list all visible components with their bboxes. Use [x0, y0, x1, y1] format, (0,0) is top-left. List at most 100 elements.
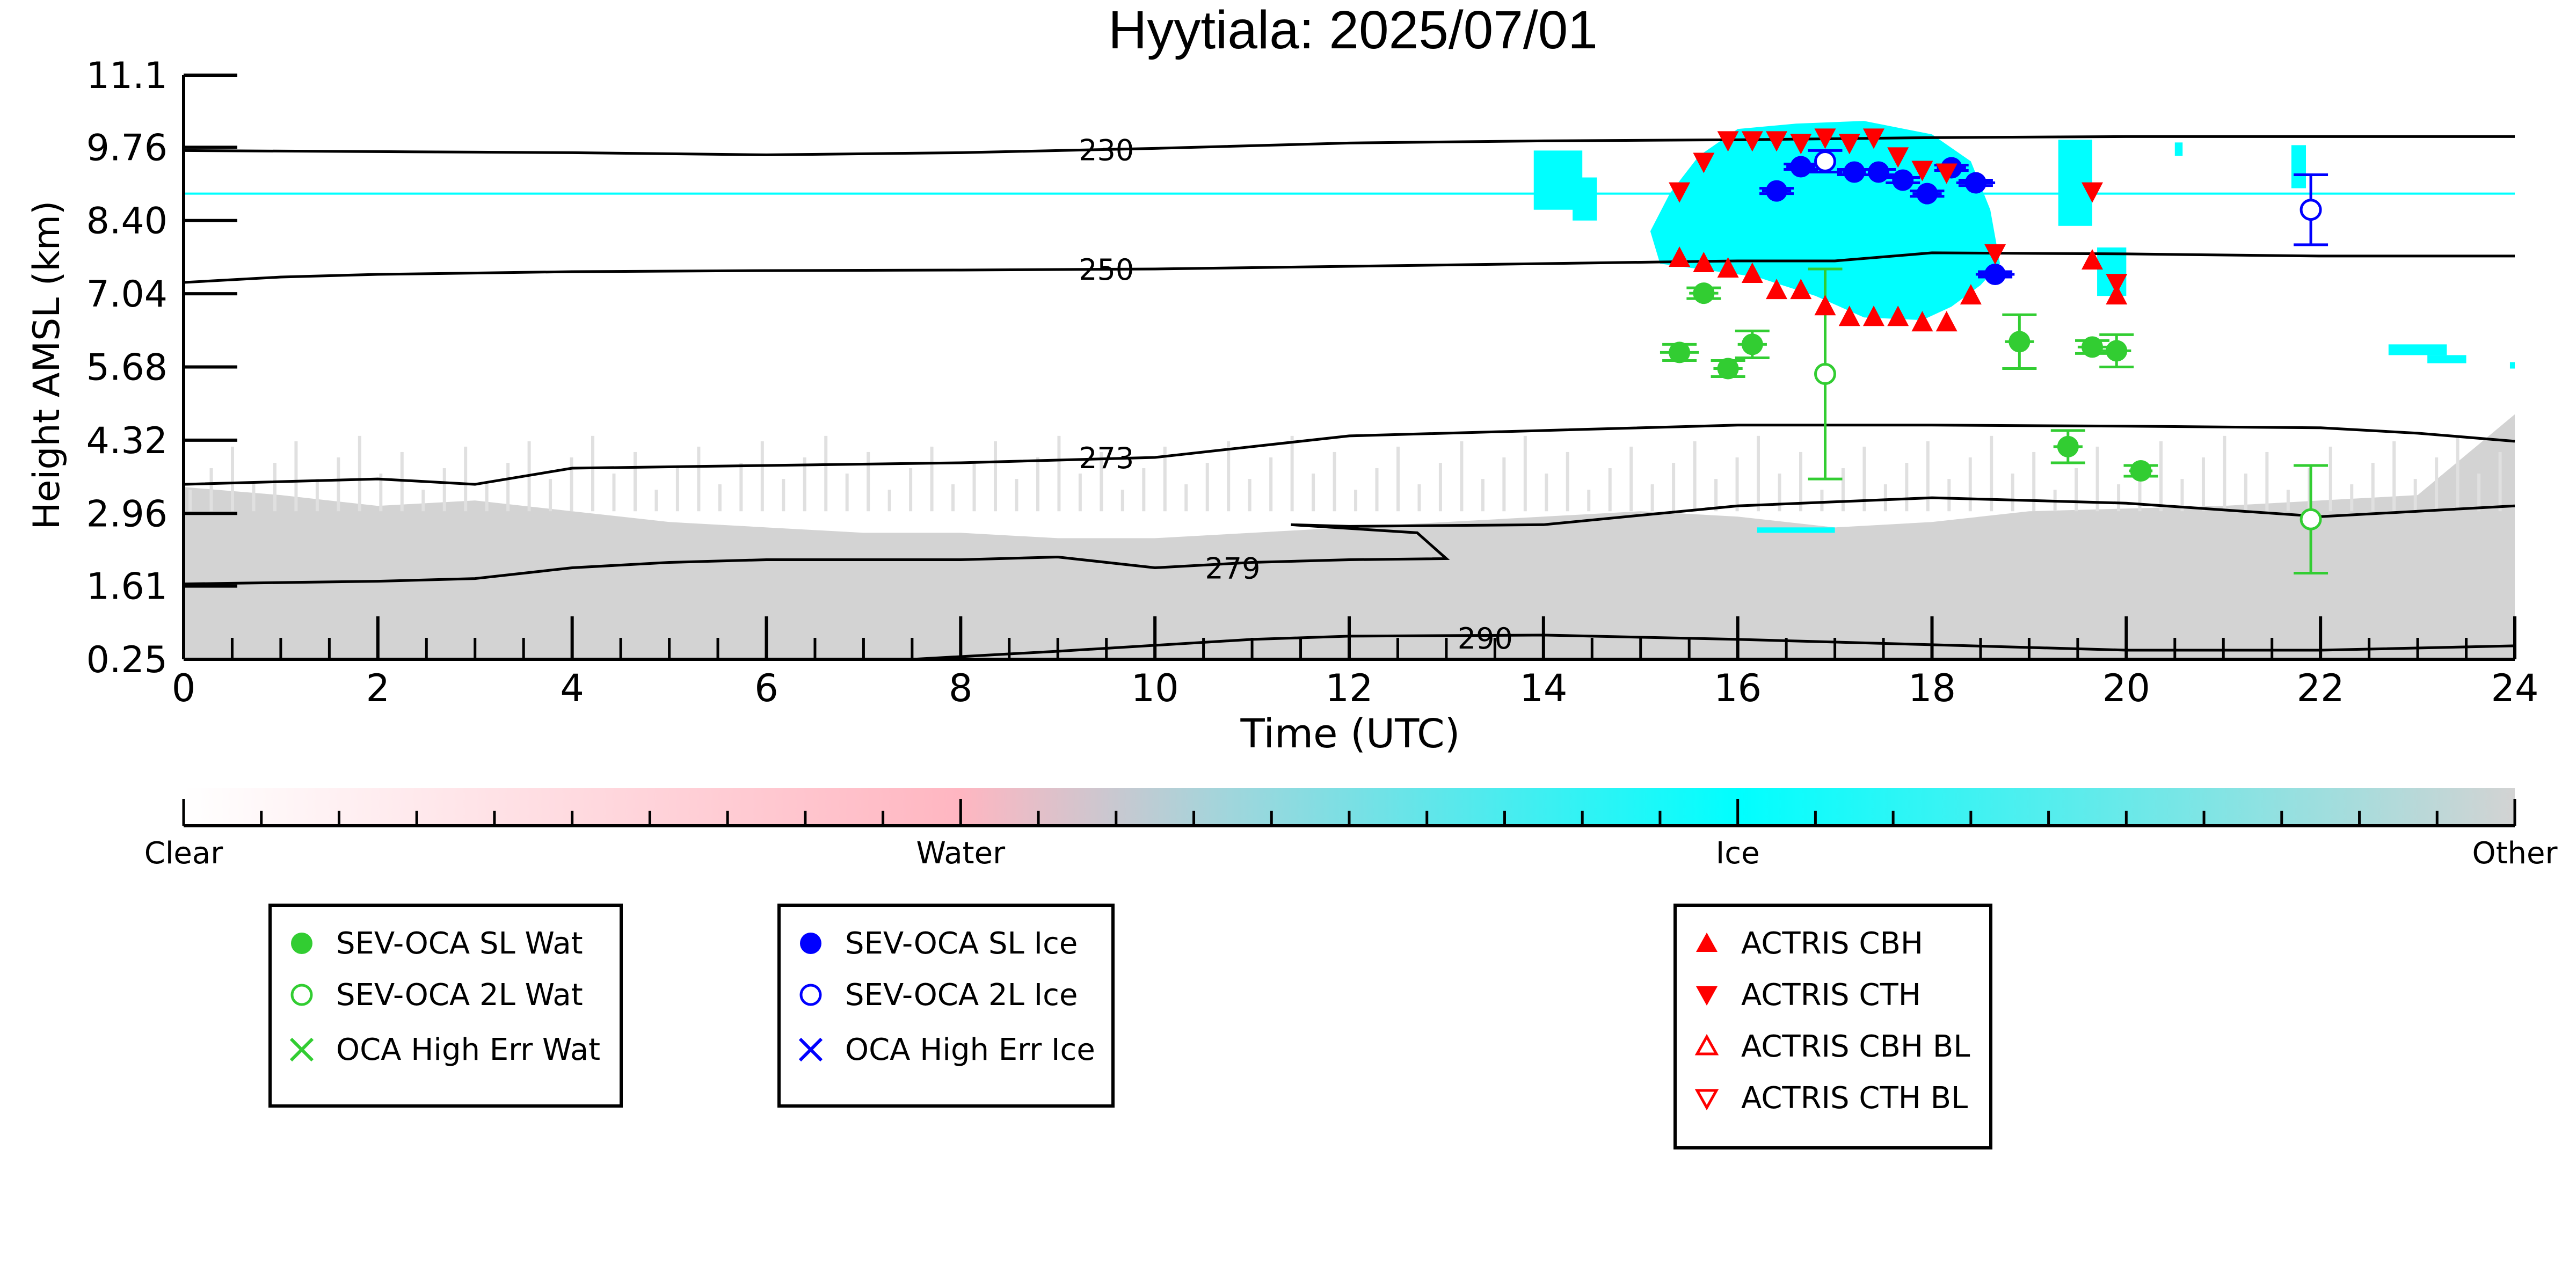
- other-class-fringe: [2095, 446, 2099, 512]
- y-tick-label: 5.68: [86, 346, 168, 389]
- data-point: [2300, 508, 2322, 530]
- data-point: [2106, 274, 2128, 295]
- other-class-fringe: [1333, 452, 1336, 512]
- other-class-fringe: [1248, 479, 1251, 512]
- other-class-fringe: [273, 462, 276, 512]
- y-tick-label: 0.25: [86, 639, 168, 681]
- ice-patch: [2388, 344, 2447, 355]
- data-point: [1669, 246, 1691, 267]
- y-axis-label: Height AMSL (km): [26, 201, 68, 530]
- other-class-fringe: [337, 457, 340, 512]
- other-class-fringe: [1312, 474, 1315, 512]
- data-point: [1887, 305, 1909, 326]
- other-class-fringe: [421, 490, 425, 512]
- data-point: [2130, 460, 2152, 482]
- legend-label: ACTRIS CTH BL: [1741, 1080, 1968, 1116]
- other-class-fringe: [1629, 446, 1633, 512]
- series-actris-cth: [1669, 128, 2128, 295]
- contour-label-279: 279: [1205, 552, 1260, 586]
- other-class-fringe: [2308, 468, 2311, 512]
- legend-item-actris-cbh-bl: ACTRIS CBH BL: [1691, 1021, 1970, 1072]
- data-point: [1838, 134, 1860, 155]
- x-tick-label: 6: [754, 666, 778, 710]
- other-class-fringe: [1438, 462, 1442, 512]
- other-class-fringe: [2392, 441, 2396, 512]
- other-class-fringe: [2223, 435, 2226, 512]
- blue-open-circle-icon: [799, 984, 822, 1006]
- other-class-fringe: [760, 441, 764, 512]
- other-class-fringe: [803, 457, 806, 512]
- other-class-fringe: [188, 490, 192, 512]
- legend-label: SEV-OCA 2L Wat: [336, 977, 583, 1013]
- other-class-fringe: [972, 462, 976, 512]
- data-point: [1964, 172, 1986, 194]
- other-class-fringe: [1375, 468, 1379, 512]
- other-class-fringe: [1968, 457, 1972, 512]
- contour-line-273: [183, 424, 2515, 486]
- other-class-fringe: [2117, 484, 2121, 512]
- ice-patch: [2427, 355, 2466, 363]
- contour-line-279: [183, 496, 2515, 586]
- other-class-fringe: [1883, 484, 1887, 512]
- legend-label: ACTRIS CTH: [1741, 977, 1921, 1013]
- other-class-fringe: [2159, 441, 2163, 512]
- colorbar-label-ice: Ice: [1716, 836, 1760, 871]
- other-class-fringe: [1354, 490, 1358, 512]
- data-point: [1741, 263, 1763, 283]
- data-point: [1693, 152, 1715, 173]
- other-class-fringe: [1841, 468, 1845, 512]
- legend-item-sev-oca-2l-wat: SEV-OCA 2L Wat: [286, 969, 583, 1021]
- contour-line-230: [183, 135, 2515, 156]
- temperature-contours: 230 250 273 279 290: [183, 133, 2515, 661]
- x-tick-label: 10: [1131, 666, 1179, 710]
- other-class-fringe: [2477, 474, 2481, 512]
- cloud-mask-background: [184, 121, 2515, 659]
- ice-patch: [2509, 362, 2515, 369]
- data-point: [1717, 131, 1739, 152]
- legend-item-actris-cbh: ACTRIS CBH: [1691, 918, 1923, 969]
- other-class-fringe: [1545, 474, 1548, 512]
- data-point: [1669, 341, 1691, 363]
- other-class-fringe: [2456, 435, 2459, 512]
- y-tick-label: 9.76: [86, 127, 168, 169]
- x-tick-label: 8: [949, 666, 973, 710]
- other-class-fringe: [909, 468, 913, 512]
- other-class-fringe: [951, 484, 955, 512]
- legend-label: OCA High Err Wat: [336, 1032, 601, 1067]
- other-class-fringe: [824, 435, 828, 512]
- legend-item-sev-oca-2l-ice: SEV-OCA 2L Ice: [795, 969, 1078, 1021]
- other-class-fringe: [867, 452, 870, 512]
- green-open-circle-icon: [290, 984, 313, 1006]
- data-point: [2082, 336, 2104, 358]
- series-actris-cbh: [1669, 246, 2128, 332]
- red-open-triangle-down-icon: [1694, 1089, 1719, 1111]
- ice-patch: [1573, 177, 1597, 221]
- colorbar-label-water: Water: [916, 836, 1006, 871]
- series-sev-oca-sl-wat: [1660, 282, 2158, 482]
- other-class-fringe: [2413, 479, 2417, 512]
- other-class-fringe: [1862, 446, 1866, 512]
- y-tick-label: 4.32: [86, 420, 168, 462]
- data-point: [1960, 284, 1982, 305]
- other-class-fringe: [1417, 484, 1421, 512]
- data-point: [2082, 249, 2104, 270]
- data-point: [1717, 257, 1739, 278]
- x-tick-label: 2: [366, 666, 390, 710]
- other-class-fringe: [1587, 490, 1591, 512]
- y-tick-label: 7.04: [86, 273, 168, 316]
- data-point: [2057, 435, 2079, 457]
- other-class-fringe: [612, 474, 616, 512]
- y-tick-label: 2.96: [86, 493, 168, 535]
- other-class-fringe: [442, 468, 446, 512]
- other-class-fringe: [718, 484, 722, 512]
- legend-item-oca-high-err-ice: OCA High Err Ice: [795, 1024, 1095, 1075]
- other-class-fringe: [2328, 446, 2332, 512]
- other-class-fringe: [379, 474, 383, 512]
- data-point: [2009, 331, 2031, 353]
- contour-label-230: 230: [1079, 133, 1134, 167]
- other-class-fringe: [1057, 435, 1061, 512]
- red-open-triangle-up-icon: [1694, 1034, 1719, 1056]
- blue-x-icon: [798, 1037, 823, 1062]
